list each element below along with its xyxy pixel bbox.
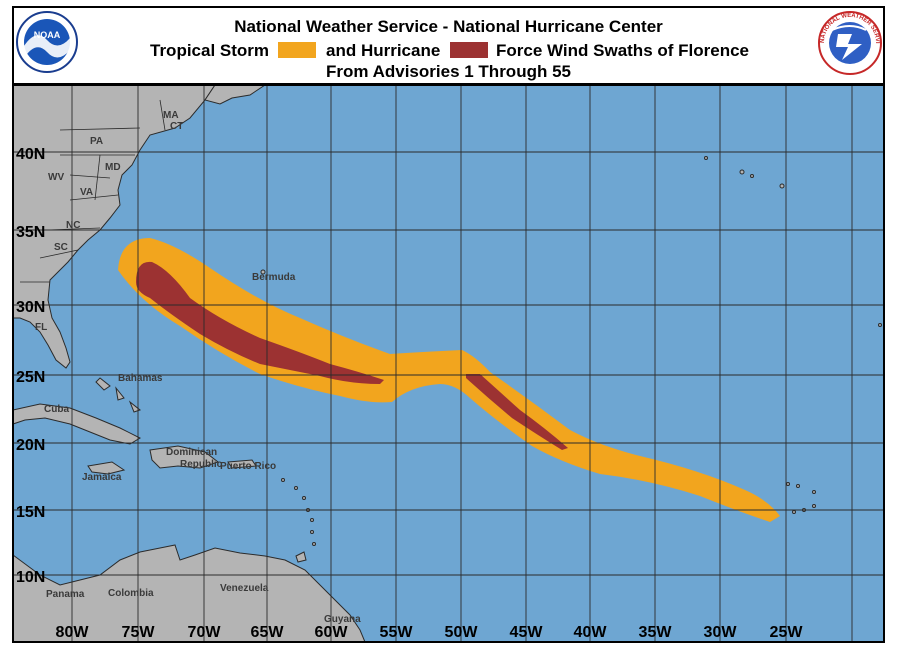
title-line-1: National Weather Service - National Hurr…: [234, 17, 663, 36]
label-pa: PA: [90, 136, 103, 147]
label-jamaica: Jamaica: [82, 472, 122, 483]
tropical-storm-swath: [118, 238, 780, 522]
label-wv: WV: [48, 172, 64, 183]
label-md: MD: [105, 162, 121, 173]
land-cuba: [12, 403, 142, 445]
lat-label-10n: 10N: [16, 569, 45, 586]
label-ma: MA: [163, 110, 179, 121]
label-ct: CT: [170, 121, 183, 132]
lat-label-20n: 20N: [16, 437, 45, 454]
label-cuba: Cuba: [44, 404, 69, 415]
lon-label-50w: 50W: [445, 624, 479, 641]
label-dominican: Dominican: [166, 447, 217, 458]
lat-label-25n: 25N: [16, 369, 45, 386]
land-bermuda: [260, 269, 266, 275]
land-north-america: [12, 84, 216, 369]
lat-label-40n: 40N: [16, 146, 45, 163]
small-islands: [260, 156, 882, 546]
legend-suffix-label: Force Wind Swaths of Florence: [496, 41, 749, 60]
label-venezuela: Venezuela: [220, 583, 269, 594]
land-hispaniola: [149, 445, 220, 469]
land-bahamas-3: [128, 400, 142, 413]
legend-tropical-storm-label: Tropical Storm: [150, 41, 270, 60]
nws-logo: [818, 11, 882, 75]
hurricane-swath: [136, 261, 384, 384]
lat-lon-grid: [13, 85, 884, 642]
lon-labels: 80W 75W 70W 65W 60W 55W 50W 45W 40W 35W …: [56, 624, 804, 641]
lon-label-80w: 80W: [56, 624, 90, 641]
land-bahamas-1: [95, 377, 111, 391]
lon-label-40w: 40W: [574, 624, 608, 641]
label-panama: Panama: [46, 589, 85, 600]
lon-label-30w: 30W: [704, 624, 738, 641]
label-nc: NC: [66, 220, 80, 231]
lon-label-55w: 55W: [380, 624, 414, 641]
lon-label-60w: 60W: [315, 624, 349, 641]
legend-hurricane-swatch: [450, 42, 488, 58]
label-fl: FL: [35, 322, 47, 333]
lat-labels: 40N 35N 30N 25N 20N 15N 10N: [16, 146, 45, 586]
map-area: PA MA CT MD WV VA NC SC FL Bermuda Baham…: [12, 84, 885, 643]
noaa-logo-text: NOAA: [34, 30, 61, 40]
label-bermuda: Bermuda: [252, 272, 296, 283]
header-border: [12, 6, 885, 85]
label-bahamas: Bahamas: [118, 373, 163, 384]
place-labels: PA MA CT MD WV VA NC SC FL Bermuda Baham…: [35, 110, 361, 625]
lat-label-30n: 30N: [16, 299, 45, 316]
lon-label-35w: 35W: [639, 624, 673, 641]
lon-label-75w: 75W: [122, 624, 156, 641]
label-guyana: Guyana: [324, 614, 361, 625]
land-jamaica: [87, 461, 126, 475]
land-bahamas-2: [115, 386, 125, 401]
label-sc: SC: [54, 242, 68, 253]
lon-label-25w: 25W: [770, 624, 804, 641]
lat-label-15n: 15N: [16, 504, 45, 521]
land-masses: [12, 84, 366, 643]
lon-label-45w: 45W: [510, 624, 544, 641]
lat-label-35n: 35N: [16, 224, 45, 241]
label-va: VA: [80, 187, 93, 198]
land-trinidad: [295, 551, 307, 563]
title-line-3: From Advisories 1 Through 55: [326, 62, 571, 81]
label-puerto-rico: Puerto Rico: [220, 461, 276, 472]
label-colombia: Colombia: [108, 588, 154, 599]
land-puerto-rico: [227, 459, 257, 469]
map-border: [12, 84, 885, 643]
hurricane-swath-2: [466, 374, 568, 450]
label-republic: Republic: [180, 459, 223, 470]
noaa-logo: NOAA: [16, 11, 78, 73]
legend-tropical-storm-swatch: [278, 42, 316, 58]
lon-label-70w: 70W: [188, 624, 222, 641]
lon-label-65w: 65W: [251, 624, 285, 641]
legend-hurricane-label: and Hurricane: [326, 41, 441, 60]
land-south-america: [12, 544, 366, 643]
